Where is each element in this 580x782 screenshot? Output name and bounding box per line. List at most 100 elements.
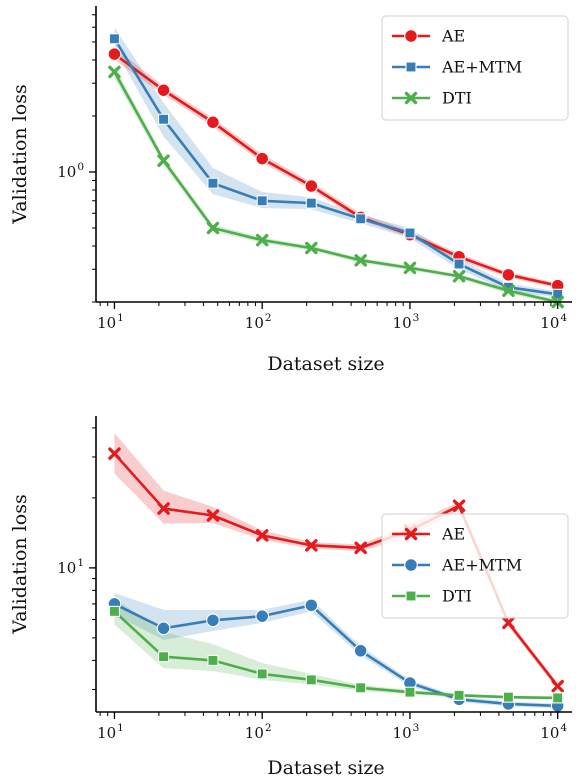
y-axis-title: Validation loss <box>9 494 31 634</box>
bottom-chart: 101 102 103 104 101 Dataset size Validation lo… <box>9 416 572 779</box>
x-tick-label: 101 <box>97 722 124 742</box>
legend: AE AE+MTM DTI <box>381 15 569 121</box>
confidence-bands <box>114 27 558 305</box>
legend-box <box>381 15 569 121</box>
data-point <box>255 151 270 166</box>
data-point <box>304 598 319 613</box>
data-point <box>156 621 171 636</box>
data-point <box>108 65 121 79</box>
top-chart: 101 102 103 104 100 Dataset size Validation lo… <box>9 6 572 375</box>
legend-box <box>381 513 569 619</box>
legend-marker <box>405 61 417 73</box>
data-point <box>206 221 220 235</box>
legend-label: AE+MTM <box>441 556 522 575</box>
data-point <box>354 254 367 267</box>
data-point <box>255 609 270 624</box>
data-point <box>452 270 466 283</box>
legend: AE AE+MTM DTI <box>381 513 569 619</box>
data-point <box>108 605 121 617</box>
data-point <box>207 654 219 666</box>
x-tick-label: 102 <box>245 722 272 742</box>
data-point <box>355 213 367 225</box>
legend-label: AE <box>441 525 465 544</box>
data-point <box>206 115 220 130</box>
band-ae-mtm <box>114 27 558 298</box>
x-axis-title: Dataset size <box>267 353 384 375</box>
data-point <box>404 227 416 239</box>
x-tick-label: 101 <box>97 312 124 332</box>
data-point <box>206 613 220 628</box>
data-point <box>255 233 269 247</box>
legend-item: AE <box>392 27 465 46</box>
data-point <box>207 177 219 189</box>
data-point <box>453 689 465 701</box>
data-point <box>158 651 170 663</box>
legend-marker <box>404 527 418 541</box>
y-ticks: 100 <box>57 14 96 303</box>
data-point <box>551 679 564 693</box>
data-point <box>157 502 170 515</box>
data-point <box>255 529 269 542</box>
data-point <box>256 668 268 680</box>
data-point <box>156 83 171 98</box>
y-ticks: 101 <box>57 427 96 690</box>
x-tick-label: 104 <box>540 722 567 742</box>
data-point <box>552 288 564 300</box>
data-point <box>305 539 318 552</box>
y-tick-label: 100 <box>57 161 84 181</box>
data-point <box>353 643 368 658</box>
legend-marker <box>404 29 418 43</box>
x-tick-label: 103 <box>393 312 420 332</box>
data-point <box>552 692 564 704</box>
legend-marker <box>404 91 418 105</box>
x-ticks: 101 102 103 104 <box>97 712 567 742</box>
data-point <box>206 509 220 522</box>
y-tick-label: 101 <box>57 557 84 577</box>
x-axis-title: Dataset size <box>267 757 384 779</box>
data-point <box>158 113 170 125</box>
data-point <box>305 197 317 209</box>
legend-label: DTI <box>442 587 472 606</box>
series-line <box>113 602 558 708</box>
series-dti <box>108 65 564 309</box>
series-line <box>113 53 558 287</box>
confidence-bands <box>114 433 558 709</box>
series-line <box>113 610 558 700</box>
legend-item: DTI <box>392 587 472 606</box>
legend-item: AE+MTM <box>392 58 522 77</box>
data-point <box>502 616 515 630</box>
legend-marker <box>405 590 417 602</box>
data-point <box>502 691 514 703</box>
data-point <box>108 447 121 460</box>
series-line <box>113 38 558 296</box>
data-point <box>304 179 319 193</box>
legend-label: AE <box>441 27 465 46</box>
series-line <box>113 71 558 304</box>
legend-label: DTI <box>442 89 472 108</box>
x-tick-label: 103 <box>393 722 420 742</box>
y-axis-title: Validation loss <box>9 84 31 224</box>
data-point <box>157 154 170 167</box>
legend-label: AE+MTM <box>441 58 522 77</box>
legend-item: AE <box>392 525 465 544</box>
data-point <box>404 686 416 698</box>
data-point <box>502 284 515 297</box>
x-ticks: 101 102 103 104 <box>97 302 567 332</box>
legend-item: AE+MTM <box>392 556 522 575</box>
data-point <box>256 195 268 207</box>
data-point <box>107 47 122 61</box>
legend-marker <box>404 558 418 572</box>
data-point <box>305 674 317 686</box>
series-dti <box>108 605 564 704</box>
band-dti <box>114 598 558 700</box>
data-point <box>453 258 465 270</box>
series-ae-mtm <box>108 33 564 300</box>
data-point <box>108 33 121 45</box>
x-tick-label: 102 <box>245 312 272 332</box>
legend-item: DTI <box>392 89 472 108</box>
data-point <box>305 241 318 255</box>
x-tick-label: 104 <box>540 312 567 332</box>
data-point <box>452 499 466 513</box>
data-point <box>501 267 516 282</box>
